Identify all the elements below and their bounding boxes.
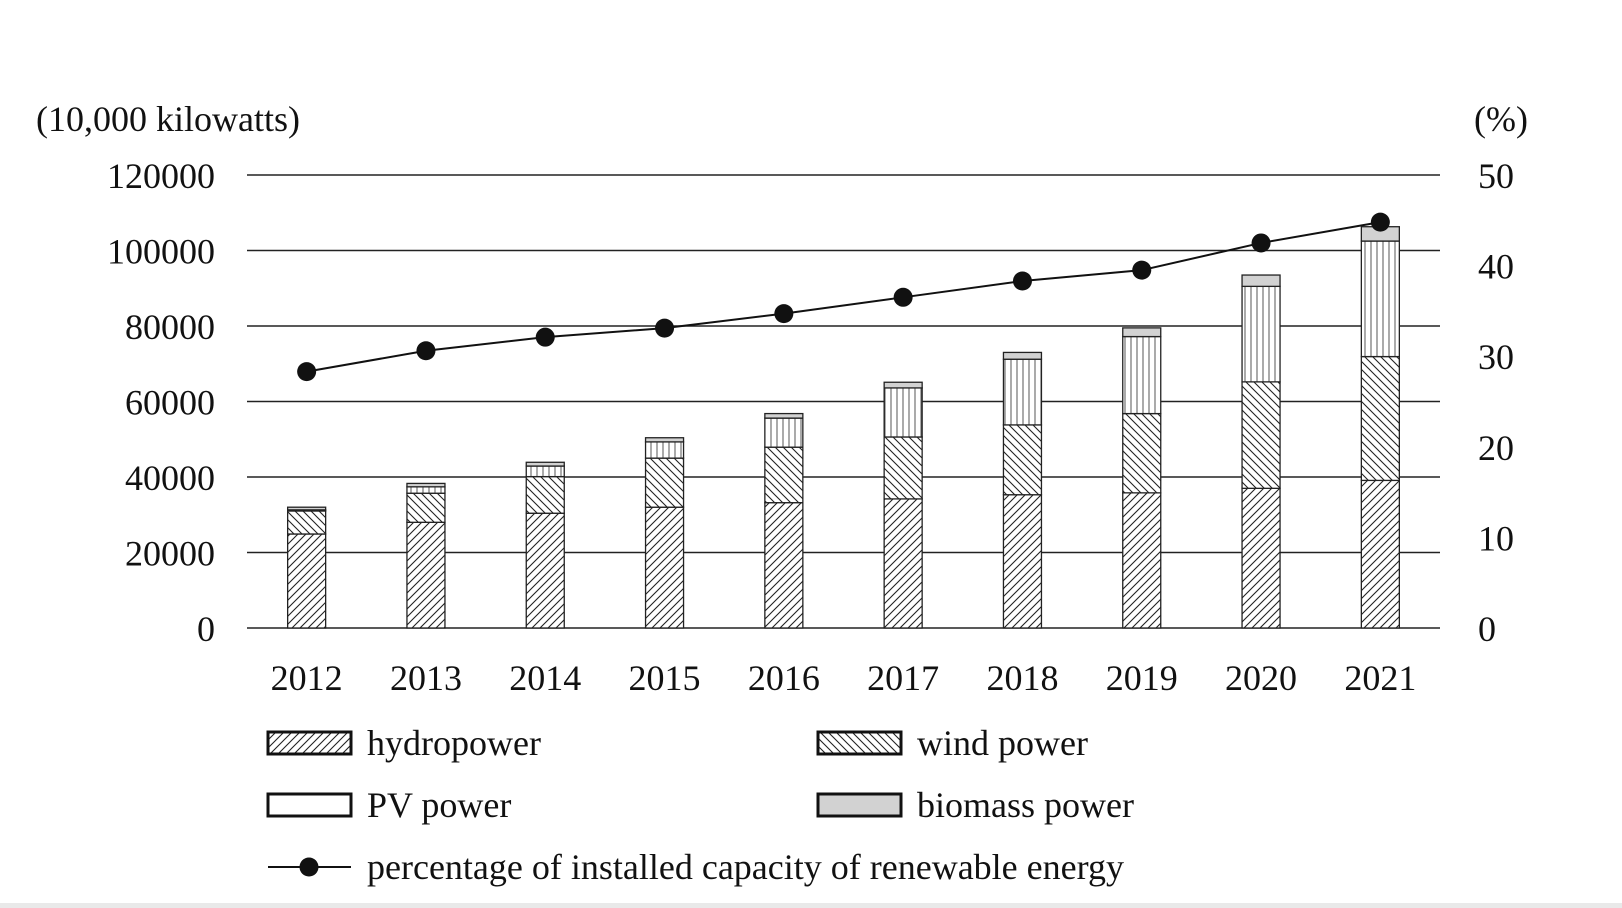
x-tick-label: 2019	[1106, 658, 1178, 698]
x-tick-label: 2018	[986, 658, 1058, 698]
percentage-point-2017	[893, 287, 913, 307]
right-tick-label: 10	[1478, 518, 1514, 558]
bar-wind-power-2014	[525, 475, 565, 514]
bar-biomass-power-2012	[286, 506, 327, 511]
percentage-point-2013	[416, 341, 436, 361]
bar-PV-power-2021	[1360, 240, 1400, 358]
bar-biomass-power-2017	[883, 381, 923, 389]
right-tick-label: 50	[1478, 156, 1514, 196]
left-tick-label: 100000	[107, 232, 215, 272]
bar-hydropower-2012	[286, 533, 327, 629]
bar-wind-power-2018	[1002, 424, 1043, 496]
right-tick-label: 0	[1478, 609, 1496, 649]
percentage-point-2012	[297, 362, 317, 382]
bar-PV-power-2014	[525, 465, 565, 478]
x-tick-label: 2017	[867, 658, 939, 698]
bar-PV-power-2020	[1241, 285, 1281, 383]
bar-PV-power-2013	[406, 486, 446, 494]
bar-PV-power-2015	[644, 441, 685, 459]
left-tick-label: 20000	[125, 534, 215, 574]
percentage-point-2020	[1251, 233, 1271, 253]
left-tick-label: 120000	[107, 156, 215, 196]
legend-swatch-hydropower	[266, 730, 353, 756]
bar-wind-power-2021	[1360, 355, 1400, 482]
left-tick-label: 80000	[125, 307, 215, 347]
bar-biomass-power-2019	[1122, 327, 1162, 338]
bar-biomass-power-2020	[1241, 274, 1281, 288]
legend-line-marker	[299, 857, 319, 877]
x-tick-label: 2016	[748, 658, 820, 698]
percentage-point-2015	[655, 318, 675, 338]
legend-label: hydropower	[367, 723, 541, 763]
bar-hydropower-2021	[1360, 479, 1400, 629]
percentage-point-2019	[1132, 260, 1152, 280]
percentage-point-2018	[1012, 271, 1032, 291]
bar-PV-power-2017	[883, 387, 923, 438]
bar-PV-power-2016	[764, 417, 804, 448]
bar-wind-power-2020	[1241, 381, 1281, 489]
bar-biomass-power-2016	[764, 412, 804, 419]
x-tick-label: 2020	[1225, 658, 1297, 698]
legend-label: wind power	[917, 723, 1088, 763]
legend: hydropower wind power PV power biomass powe…	[266, 723, 1134, 887]
bar-hydropower-2016	[764, 502, 804, 629]
gridlines	[247, 174, 1440, 629]
bar-biomass-power-2015	[644, 437, 685, 443]
left-tick-label: 40000	[125, 458, 215, 498]
percentage-point-2016	[774, 304, 794, 324]
bar-hydropower-2020	[1241, 487, 1281, 629]
x-tick-label: 2014	[509, 658, 581, 698]
bar-hydropower-2017	[883, 498, 923, 629]
legend-label: biomass power	[917, 785, 1134, 825]
bars	[286, 226, 1400, 629]
right-tick-label: 20	[1478, 428, 1514, 468]
percentage-line	[297, 212, 1390, 382]
left-axis-label: (10,000 kilowatts)	[36, 99, 300, 139]
right-tick-label: 30	[1478, 337, 1514, 377]
percentage-line-path	[306, 221, 1381, 373]
right-axis-label: (%)	[1474, 99, 1528, 139]
left-tick-label: 60000	[125, 383, 215, 423]
bar-biomass-power-2013	[406, 482, 446, 488]
legend-swatch-wind-power	[816, 730, 903, 756]
right-tick-label: 40	[1478, 247, 1514, 287]
legend-label: PV power	[367, 785, 511, 825]
legend-swatch-biomass-power	[816, 792, 903, 818]
axes: 0 20000 40000 60000 80000 100000 120000 0 10 20 30…	[36, 99, 1528, 698]
bar-wind-power-2013	[406, 492, 446, 523]
bar-PV-power-2018	[1002, 358, 1043, 426]
x-tick-label: 2013	[390, 658, 462, 698]
left-tick-label: 0	[197, 609, 215, 649]
percentage-point-2014	[535, 327, 555, 347]
x-tick-label: 2021	[1344, 658, 1416, 698]
bar-biomass-power-2014	[525, 461, 565, 467]
bar-wind-power-2019	[1122, 412, 1162, 494]
bar-PV-power-2019	[1122, 335, 1162, 415]
x-tick-label: 2012	[271, 658, 343, 698]
bar-biomass-power-2018	[1002, 351, 1043, 360]
bar-hydropower-2013	[406, 521, 446, 629]
x-tick-label: 2015	[629, 658, 701, 698]
bar-wind-power-2017	[883, 436, 923, 500]
bar-hydropower-2018	[1002, 494, 1043, 629]
bar-hydropower-2014	[525, 512, 565, 629]
bar-wind-power-2016	[764, 446, 804, 504]
bar-hydropower-2019	[1122, 492, 1162, 629]
bar-hydropower-2015	[644, 506, 685, 629]
legend-swatch-PV-power	[266, 792, 353, 818]
bar-wind-power-2015	[644, 457, 685, 508]
bar-wind-power-2012	[286, 510, 327, 535]
bottom-divider	[0, 903, 1622, 908]
legend-label: percentage of installed capacity of rene…	[367, 847, 1124, 887]
percentage-point-2021	[1370, 212, 1390, 232]
